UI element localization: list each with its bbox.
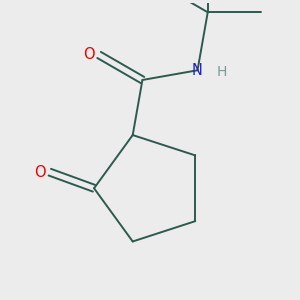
Text: O: O [83,47,95,62]
Text: H: H [217,65,227,79]
Text: O: O [34,165,45,180]
Text: N: N [192,63,203,78]
